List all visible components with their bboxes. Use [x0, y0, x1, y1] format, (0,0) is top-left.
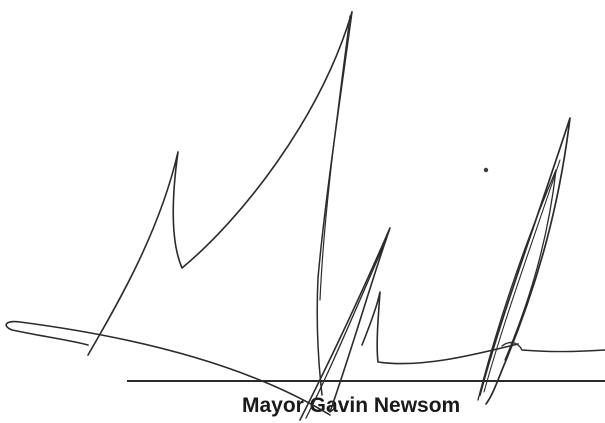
signature-stroke: [501, 341, 605, 353]
signature-stroke: [87, 11, 353, 356]
signer-name: Mayor Gavin Newsom: [242, 394, 461, 417]
signature-stroke: [483, 159, 561, 393]
ink-speck: [483, 167, 489, 173]
signature-stroke: [361, 291, 519, 365]
signature-stroke: [299, 227, 391, 421]
signature-stroke: [5, 320, 331, 416]
signature-stroke: [319, 15, 351, 301]
signature-stroke: [316, 11, 353, 396]
signature-stroke: [479, 117, 571, 405]
signature-stroke: [477, 169, 557, 401]
signature-line: [127, 380, 605, 382]
signature-stroke: [305, 239, 387, 419]
